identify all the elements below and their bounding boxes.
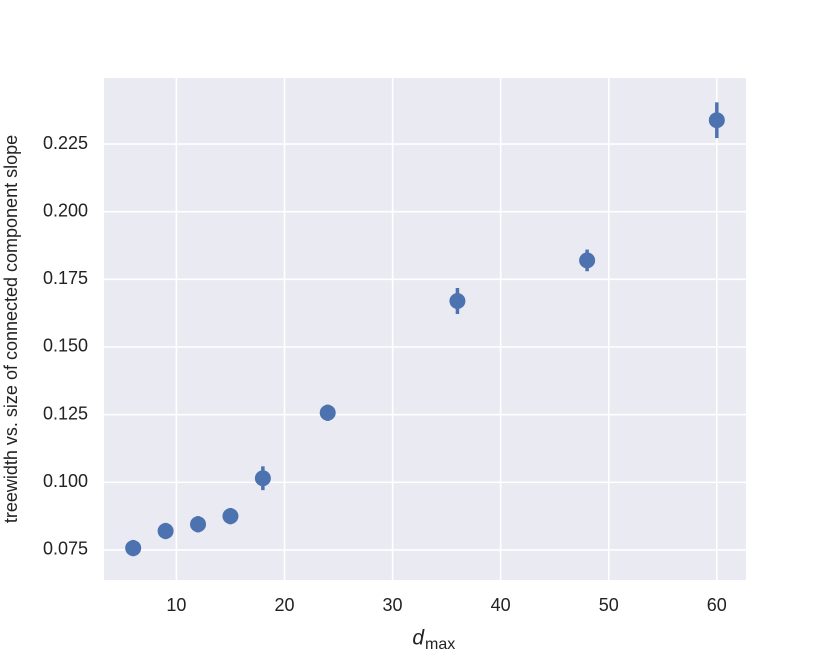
point xyxy=(157,523,174,540)
point xyxy=(222,508,239,525)
point xyxy=(254,470,271,487)
x-tick-label: 40 xyxy=(491,595,511,615)
x-axis-label-sub: max xyxy=(425,636,455,653)
x-tick-label: 20 xyxy=(274,595,294,615)
y-tick-label: 0.175 xyxy=(43,268,88,288)
point xyxy=(449,292,466,309)
x-axis-label: d xyxy=(412,627,425,650)
point xyxy=(190,516,207,533)
point xyxy=(708,112,725,129)
point xyxy=(319,404,336,421)
point xyxy=(579,252,596,269)
y-tick-label: 0.100 xyxy=(43,471,88,491)
y-tick-label: 0.150 xyxy=(43,336,88,356)
y-tick-label: 0.075 xyxy=(43,539,88,559)
x-tick-label: 50 xyxy=(599,595,619,615)
point xyxy=(125,540,142,557)
plot-area xyxy=(104,78,746,580)
y-tick-label: 0.125 xyxy=(43,403,88,423)
y-axis-label: treewidth vs. size of connected componen… xyxy=(1,135,21,523)
x-tick-label: 60 xyxy=(707,595,727,615)
y-tick-label: 0.225 xyxy=(43,133,88,153)
y-tick-label: 0.200 xyxy=(43,200,88,220)
x-tick-label: 10 xyxy=(166,595,186,615)
x-tick-label: 30 xyxy=(383,595,403,615)
